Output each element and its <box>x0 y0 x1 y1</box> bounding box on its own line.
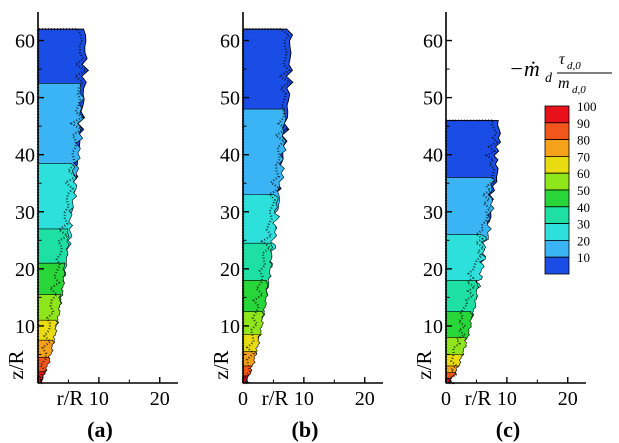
panel-label: (b) <box>292 417 319 442</box>
panel-1: 10 20 30 40 50 60 0 10 20 r/R z/R (b) <box>209 12 383 442</box>
legend-label-100: 100 <box>577 99 597 114</box>
y-tick-label: 30 <box>423 202 443 224</box>
legend-swatch-90 <box>544 122 570 141</box>
legend-swatch-100 <box>544 105 570 124</box>
spray-edge <box>444 119 499 385</box>
legend-title: −ṁ <box>509 56 540 81</box>
legend-label-60: 60 <box>577 166 590 181</box>
legend-title-den-sub: d,0 <box>572 84 586 96</box>
x-axis-label: r/R <box>465 386 492 410</box>
spray-edge <box>36 27 89 385</box>
y-axis-label: z/R <box>412 350 436 379</box>
x-tick-label: 10 <box>89 388 109 410</box>
legend-label-90: 90 <box>577 116 590 131</box>
y-tick-label: 10 <box>220 316 240 338</box>
y-axis-label: z/R <box>209 350 233 379</box>
x-tick-label: 0 <box>238 388 248 410</box>
y-tick-label: 10 <box>423 316 443 338</box>
y-axis-label: z/R <box>4 350 28 379</box>
y-tick-label: 20 <box>220 259 240 281</box>
y-tick-label: 50 <box>423 88 443 110</box>
legend-title-num-sub: d,0 <box>567 60 581 72</box>
legend-swatch-50 <box>544 189 570 208</box>
legend-swatch-10 <box>544 256 570 275</box>
legend-label-40: 40 <box>577 200 590 215</box>
panel-0: 10 20 30 40 50 60 10 20 r/R z/R (a) <box>4 12 178 442</box>
y-tick-label: 60 <box>423 31 443 53</box>
y-tick-label: 60 <box>15 31 35 53</box>
y-tick-label: 40 <box>423 145 443 167</box>
y-tick-label: 40 <box>220 145 240 167</box>
y-tick-label: 30 <box>220 202 240 224</box>
y-tick-label: 20 <box>423 259 443 281</box>
y-tick-label: 50 <box>220 88 240 110</box>
legend-label-50: 50 <box>577 183 590 198</box>
legend-swatch-30 <box>544 223 570 241</box>
y-tick-label: 30 <box>15 202 35 224</box>
legend-label-70: 70 <box>577 149 590 164</box>
x-axis-label: r/R <box>262 386 289 410</box>
legend-swatch-80 <box>544 139 570 157</box>
y-tick-label: 60 <box>220 31 240 53</box>
panel-2: 10 20 30 40 50 60 0 10 20 r/R z/R (c) <box>412 12 586 442</box>
legend-swatch-20 <box>544 239 570 258</box>
x-tick-label: 20 <box>558 388 578 410</box>
panel-label: (a) <box>87 417 113 442</box>
x-tick-label: 10 <box>294 388 314 410</box>
y-tick-label: 20 <box>15 259 35 281</box>
legend-title-sub: d <box>545 71 553 86</box>
legend-label-20: 20 <box>577 233 590 248</box>
y-tick-label: 50 <box>15 88 35 110</box>
legend-label-30: 30 <box>577 217 590 232</box>
x-tick-label: 20 <box>355 388 375 410</box>
y-tick-label: 40 <box>15 145 35 167</box>
legend-title-num: τ <box>559 51 566 68</box>
contour-region-100 <box>242 375 249 384</box>
legend-title-den: m <box>558 75 570 92</box>
x-tick-label: 20 <box>150 388 170 410</box>
legend-label-10: 10 <box>577 250 590 265</box>
x-tick-label: 0 <box>441 388 451 410</box>
legend-swatch-40 <box>544 206 570 225</box>
legend-swatch-70 <box>544 155 570 174</box>
legend-label-80: 80 <box>577 133 590 148</box>
x-tick-label: 10 <box>497 388 517 410</box>
panel-label: (c) <box>496 417 520 442</box>
legend-swatch-60 <box>544 172 570 191</box>
x-axis-label: r/R <box>57 386 84 410</box>
y-tick-label: 10 <box>15 316 35 338</box>
